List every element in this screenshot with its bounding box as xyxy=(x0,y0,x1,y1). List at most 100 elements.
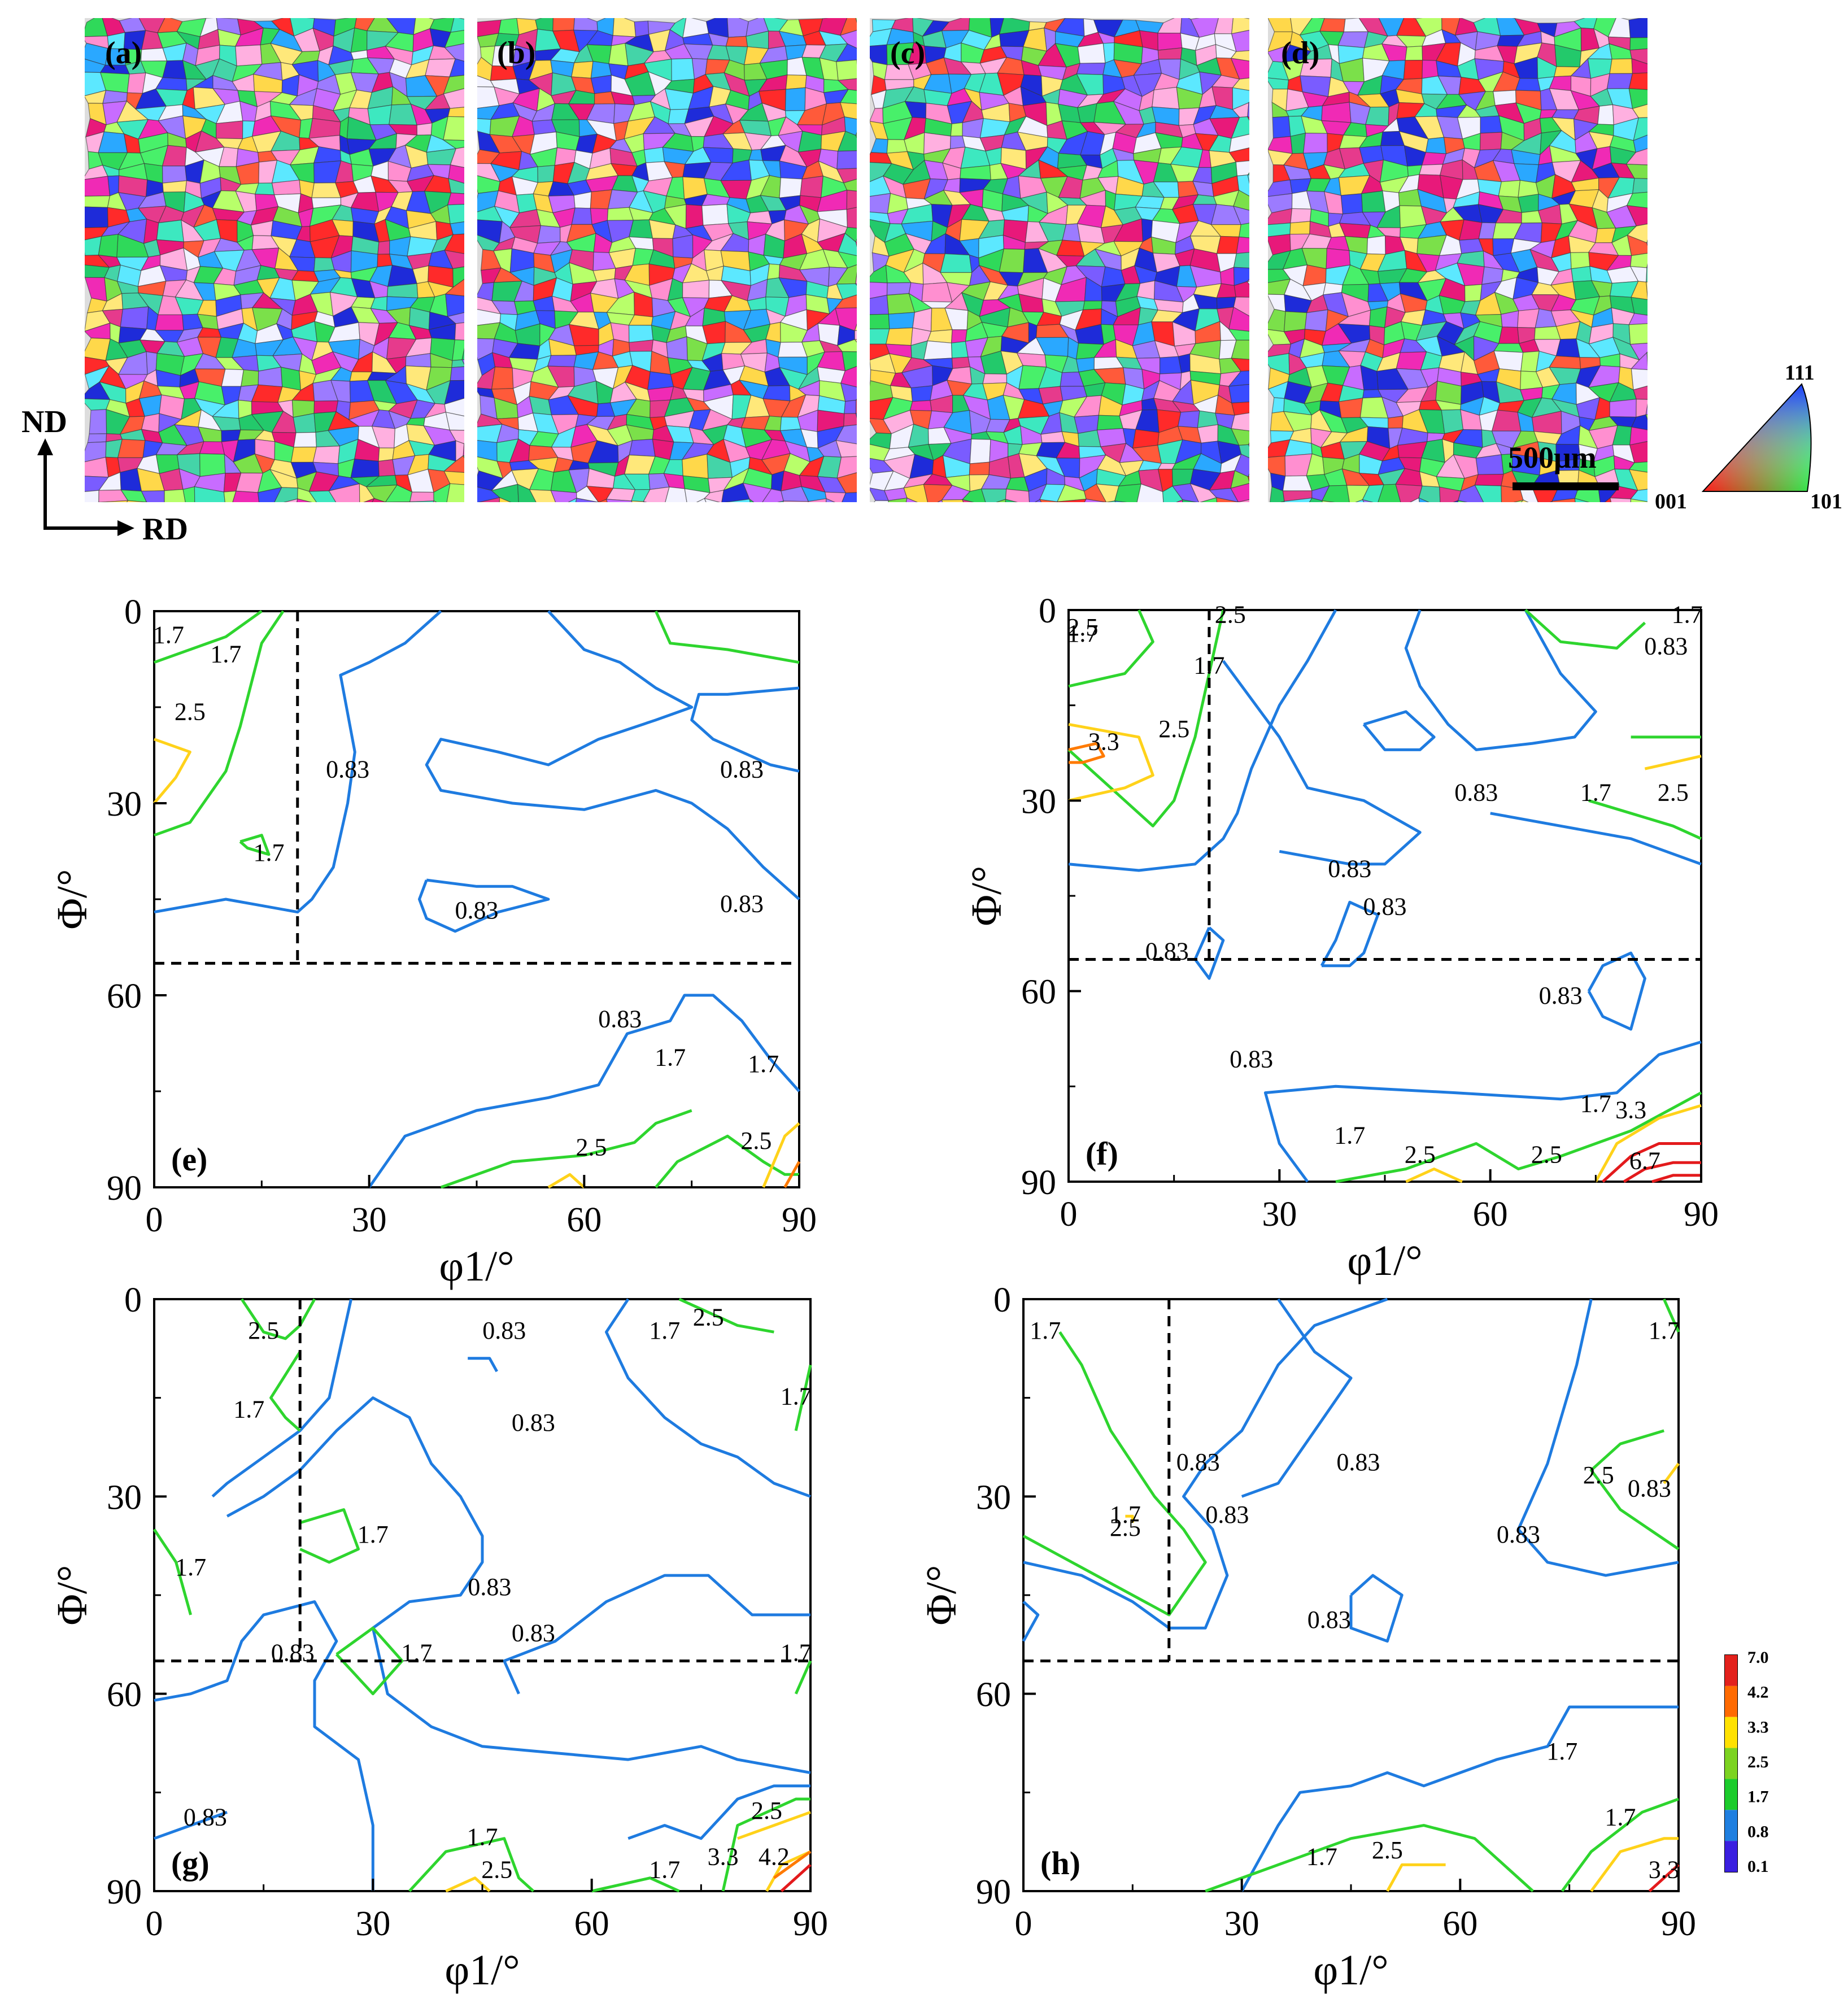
grain xyxy=(1284,497,1313,502)
grain xyxy=(1648,299,1673,317)
grain xyxy=(1464,284,1483,302)
grain xyxy=(241,369,259,387)
grain xyxy=(571,207,592,225)
grain xyxy=(444,398,464,417)
grain xyxy=(1096,415,1124,431)
grain xyxy=(846,189,857,210)
grain xyxy=(1248,444,1249,447)
grain xyxy=(443,116,464,141)
grain xyxy=(1378,484,1401,502)
contour-label: 2.5 xyxy=(740,1127,772,1155)
grain xyxy=(1555,338,1580,358)
contour-line xyxy=(1022,1600,1040,1642)
grain xyxy=(195,504,225,518)
contour-line xyxy=(335,1626,404,1696)
grain xyxy=(1176,499,1183,502)
contour-line xyxy=(269,1351,302,1432)
grain xyxy=(182,486,195,502)
contour-label: 3.3 xyxy=(1649,1856,1680,1884)
contour-line xyxy=(1663,1462,1680,1484)
grain xyxy=(854,323,857,332)
grain xyxy=(836,150,857,169)
grain xyxy=(874,500,889,502)
grain xyxy=(835,424,857,445)
grain xyxy=(598,499,608,502)
odf-plot-e: 1.7 1.7 2.5 0.83 0.83 1.7 0.83 0.83 0.83 1.7 1.7 2.… xyxy=(49,593,817,1290)
grain xyxy=(1425,137,1447,154)
grain xyxy=(448,178,464,194)
odf-plot-h: 1.7 1.70.83 0.831.72.5 0.830.832.5 0.830.831… xyxy=(918,1281,1696,1994)
grain xyxy=(1626,191,1647,208)
grain xyxy=(840,102,857,120)
grain xyxy=(837,130,857,152)
grain xyxy=(1651,429,1671,449)
grain xyxy=(199,441,225,455)
grain xyxy=(854,330,857,340)
grain xyxy=(450,18,464,33)
grain xyxy=(443,88,464,109)
grain xyxy=(433,500,437,502)
grain xyxy=(1057,498,1087,502)
grain xyxy=(89,409,107,434)
contour-label: 3.3 xyxy=(1088,728,1119,755)
grain xyxy=(767,263,781,280)
grain xyxy=(808,498,827,502)
grain xyxy=(855,134,857,138)
grain xyxy=(1337,31,1369,49)
grain xyxy=(1422,59,1439,79)
contour-label: 2.5 xyxy=(248,1317,279,1344)
contour-line xyxy=(1589,1429,1680,1551)
contour-label: 1.7 xyxy=(1605,1804,1636,1831)
contour-line xyxy=(547,1173,585,1189)
contour-label: 1.7 xyxy=(1306,1843,1337,1870)
grain xyxy=(235,44,263,67)
grain xyxy=(162,60,187,80)
contour-label: 0.83 xyxy=(1230,1046,1273,1073)
grain xyxy=(888,312,916,329)
y-axis-label: Φ/° xyxy=(49,869,96,929)
grain xyxy=(1571,265,1592,282)
grain xyxy=(120,489,147,502)
grain xyxy=(1233,190,1249,211)
grain xyxy=(363,498,375,502)
grain xyxy=(312,445,341,464)
grain xyxy=(886,139,908,154)
contour-line xyxy=(1349,1574,1404,1643)
y-tick-label: 60 xyxy=(976,1676,1011,1714)
contour-line xyxy=(783,1161,801,1188)
contour-label: 1.7 xyxy=(1334,1122,1365,1149)
grain xyxy=(1039,499,1058,502)
y-tick-label: 90 xyxy=(107,1169,142,1208)
grain xyxy=(1250,309,1270,332)
grain xyxy=(1137,504,1164,516)
scale-bar-label: 500μm xyxy=(1508,441,1597,474)
grain xyxy=(85,456,109,478)
contour-line xyxy=(240,1298,316,1340)
grain xyxy=(629,438,656,457)
grain xyxy=(575,498,599,502)
grain xyxy=(254,182,275,195)
grain xyxy=(1515,77,1541,92)
grain xyxy=(1237,499,1249,502)
x-axis-label: φ1/° xyxy=(1347,1237,1422,1284)
plot-frame xyxy=(1067,609,1702,1183)
grain xyxy=(1631,368,1647,390)
contour-label: 1.7 xyxy=(1649,1317,1680,1344)
contour-label: 0.83 xyxy=(720,890,764,918)
contour-line xyxy=(1648,1863,1680,1892)
contour-line xyxy=(1068,609,1337,872)
grain xyxy=(416,123,433,136)
grain xyxy=(631,500,644,502)
grain xyxy=(1609,58,1633,74)
grain xyxy=(477,118,491,135)
y-tick-label: 90 xyxy=(976,1873,1011,1911)
contour-label: 1.7 xyxy=(467,1823,498,1851)
grain xyxy=(1649,473,1672,489)
grain xyxy=(1182,499,1198,502)
grain xyxy=(836,456,857,479)
contour-line xyxy=(1263,1040,1702,1183)
contour-line xyxy=(154,610,442,914)
grain xyxy=(643,147,665,163)
sample-axes-glyph: ND RD xyxy=(21,404,188,547)
grain xyxy=(120,306,149,330)
